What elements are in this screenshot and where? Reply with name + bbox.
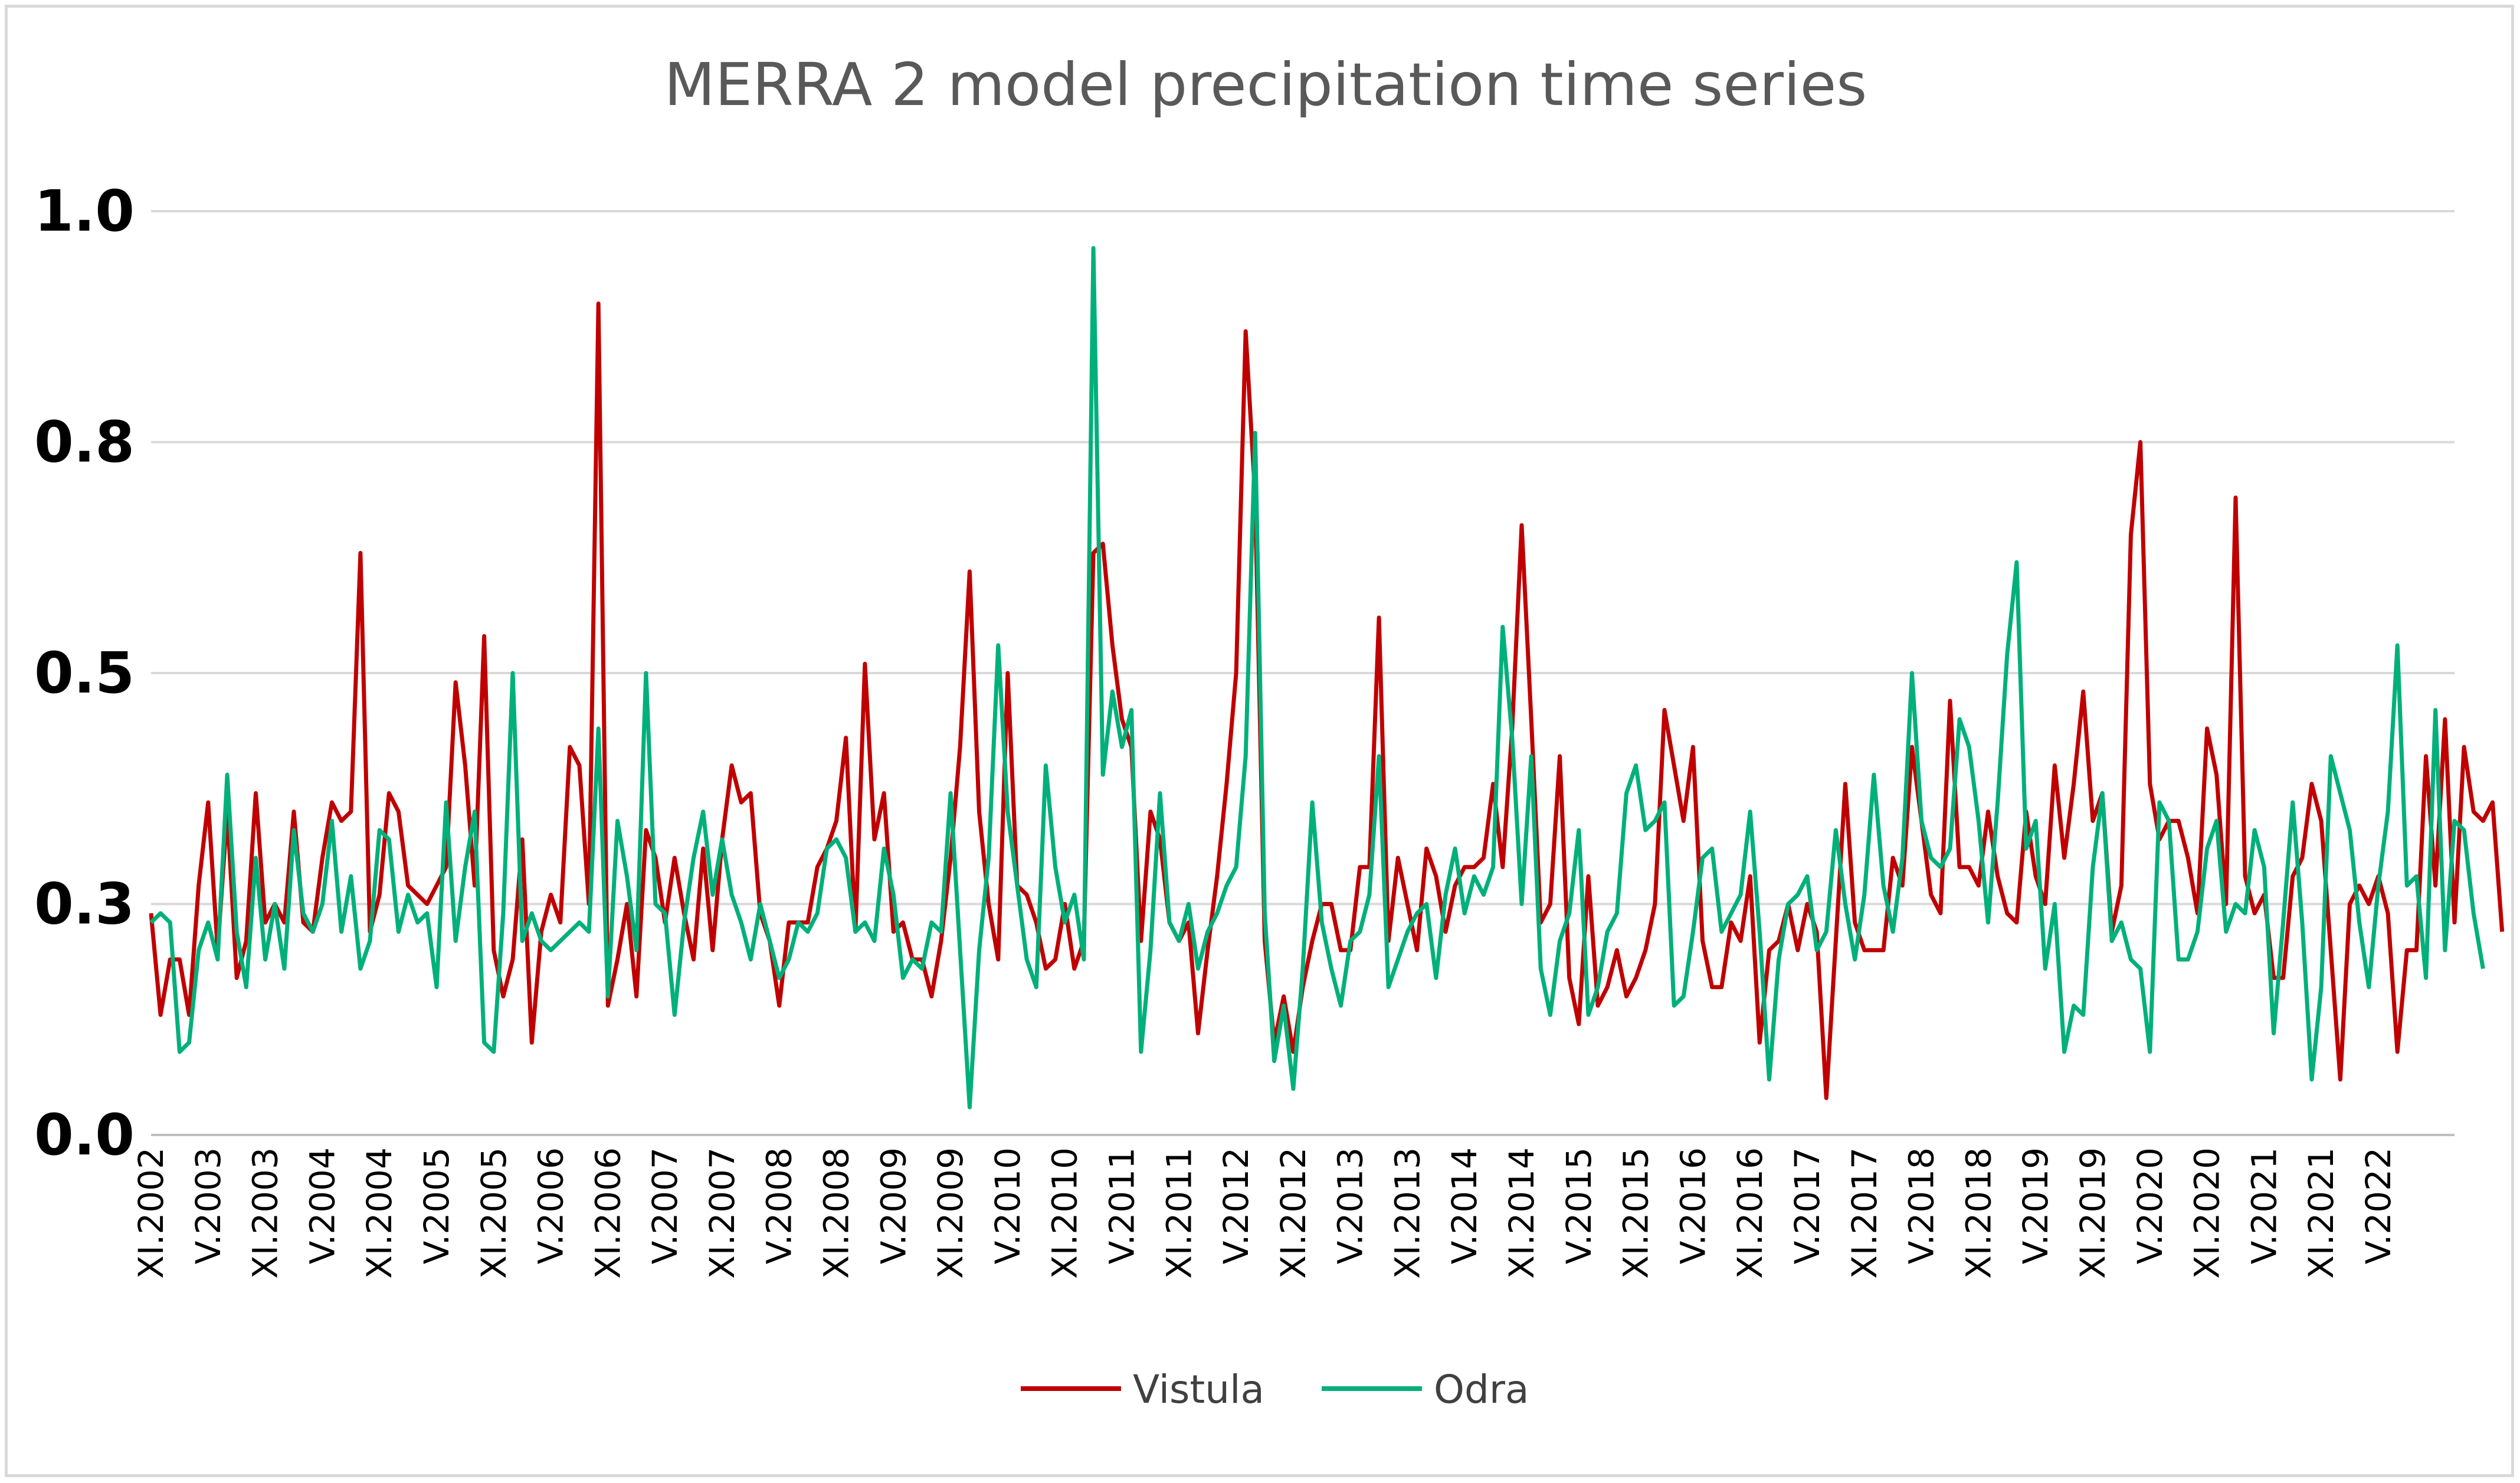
x-tick-label: XI.2014 (1502, 1147, 1542, 1279)
x-tick-label: V.2016 (1673, 1147, 1713, 1264)
legend-label: Vistula (1133, 1367, 1264, 1412)
x-tick-label: V.2013 (1331, 1147, 1371, 1264)
x-tick-label: XI.2010 (1045, 1147, 1085, 1279)
x-tick-label: XI.2007 (702, 1147, 742, 1279)
y-tick-label: 0.8 (34, 409, 135, 475)
x-tick-label: XI.2019 (2073, 1147, 2113, 1279)
y-tick-label: 0.0 (34, 1102, 135, 1168)
x-tick-label: V.2006 (531, 1147, 571, 1264)
legend-item-vistula[interactable]: Vistula (1021, 1367, 1264, 1412)
y-axis-ticks: 0.0 0.3 0.5 0.8 1.0 (34, 178, 135, 1168)
legend-label: Odra (1434, 1367, 1529, 1412)
x-tick-label: XI.2018 (1958, 1147, 1998, 1279)
x-tick-label: V.2011 (1102, 1147, 1142, 1264)
x-tick-label: XI.2016 (1730, 1147, 1770, 1279)
x-tick-label: XI.2020 (2187, 1147, 2227, 1279)
x-axis-ticks: XI.2002 V.2003 XI.2003 V.2004 XI.2004 V.2005 X… (131, 1147, 2398, 1279)
y-tick-label: 0.5 (34, 640, 135, 706)
x-tick-label: V.2018 (1902, 1147, 1942, 1264)
y-tick-label: 0.3 (34, 871, 135, 937)
x-tick-label: V.2010 (988, 1147, 1028, 1264)
x-tick-label: V.2008 (759, 1147, 799, 1264)
x-tick-label: XI.2004 (359, 1147, 399, 1279)
x-tick-label: V.2005 (417, 1147, 457, 1264)
x-tick-label: V.2017 (1787, 1147, 1827, 1264)
series-line-vistula (149, 301, 2505, 1100)
series-lines (149, 246, 2505, 1110)
x-tick-label: XI.2003 (245, 1147, 286, 1279)
x-tick-label: V.2014 (1444, 1147, 1485, 1264)
x-tick-label: XI.2005 (474, 1147, 514, 1279)
x-tick-label: V.2012 (1216, 1147, 1256, 1264)
x-tick-label: V.2019 (2016, 1147, 2056, 1264)
x-tick-label: XI.2012 (1273, 1147, 1313, 1279)
x-tick-label: V.2003 (188, 1147, 228, 1264)
x-tick-label: V.2009 (873, 1147, 913, 1264)
legend-item-odra[interactable]: Odra (1322, 1367, 1529, 1412)
x-tick-label: XI.2011 (1159, 1147, 1199, 1279)
y-tick-label: 1.0 (34, 178, 135, 244)
x-tick-label: XI.2013 (1387, 1147, 1427, 1279)
x-tick-label: V.2021 (2244, 1147, 2284, 1264)
x-tick-label: V.2015 (1559, 1147, 1599, 1264)
x-tick-label: XI.2002 (131, 1147, 171, 1279)
x-tick-label: XI.2017 (1844, 1147, 1885, 1279)
x-tick-label: XI.2008 (817, 1147, 857, 1279)
x-tick-label: V.2020 (2130, 1147, 2170, 1264)
x-tick-label: V.2007 (645, 1147, 685, 1264)
x-tick-label: V.2004 (302, 1147, 342, 1264)
x-tick-label: XI.2009 (930, 1147, 971, 1279)
grid-lines (151, 210, 2455, 1136)
chart-title: MERRA 2 model precipitation time series (664, 50, 1867, 119)
series-line-odra (149, 246, 2485, 1110)
legend: Vistula Odra (1021, 1367, 1529, 1412)
x-tick-label: XI.2015 (1616, 1147, 1656, 1279)
x-tick-label: XI.2021 (2301, 1147, 2341, 1279)
x-tick-label: XI.2006 (588, 1147, 628, 1279)
x-tick-label: V.2022 (2358, 1147, 2398, 1264)
